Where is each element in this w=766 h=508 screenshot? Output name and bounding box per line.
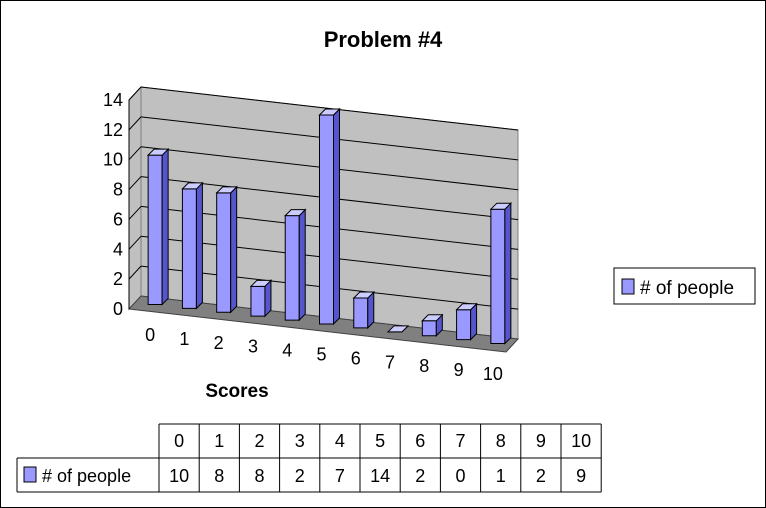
bar [215, 185, 238, 314]
bar-side [230, 185, 238, 314]
x-axis-label: Scores [205, 381, 268, 402]
gridline-side [128, 176, 142, 190]
bar-top [421, 314, 444, 322]
bar-top [284, 209, 307, 217]
table-header-cell: 2 [254, 431, 264, 451]
table-header-cell: 0 [174, 431, 184, 451]
table-header-cell: 7 [455, 431, 465, 451]
x-tick-label: 2 [214, 333, 224, 353]
table-value-cell: 9 [576, 466, 586, 486]
bar-side [161, 147, 169, 306]
bar [455, 302, 478, 341]
bar [146, 147, 170, 306]
table-value-cell: 10 [169, 466, 189, 486]
y-tick-label: 2 [113, 269, 123, 289]
bar-top [455, 303, 478, 311]
bar-front [319, 114, 334, 325]
bar [284, 208, 307, 322]
table-value-cell: 2 [536, 466, 546, 486]
table-value-cell: 8 [254, 466, 264, 486]
x-tick-label: 3 [248, 337, 258, 357]
bar-front [181, 188, 197, 309]
data-table: # of people 0 10 1 8 2 8 3 2 4 7 5 14 6 2 7 0 8 1 9 2 10 9 [16, 423, 602, 493]
bar-top [215, 186, 238, 194]
table-value-cell: 1 [496, 466, 506, 486]
y-tick-label: 14 [103, 90, 123, 110]
gridline-side [128, 235, 142, 250]
bar-front [250, 285, 266, 317]
bar [352, 290, 375, 330]
bar-top [318, 108, 341, 116]
table-series-label: # of people [42, 466, 131, 486]
table-value-cell: 8 [214, 466, 224, 486]
table-header-cell: 10 [571, 431, 591, 451]
bar-top [249, 279, 273, 287]
table-value-cell: 2 [295, 466, 305, 486]
side-wall [128, 85, 142, 311]
bar [386, 325, 410, 333]
legend-box [613, 267, 756, 305]
bar-top [146, 148, 170, 156]
table-value-cell: 2 [415, 466, 425, 486]
bar-side [504, 201, 512, 345]
bar-front [456, 309, 472, 341]
bar-side [333, 107, 340, 326]
y-tick-label: 8 [113, 180, 123, 200]
table-header-cell: 1 [214, 431, 224, 451]
y-tick-label: 0 [113, 299, 123, 319]
table-header-cell: 9 [536, 431, 546, 451]
table-value-cell: 7 [335, 466, 345, 486]
table-header-cell: 8 [496, 431, 506, 451]
y-tick-label: 6 [113, 209, 123, 229]
x-tick-label: 0 [145, 325, 155, 345]
x-tick-label: 1 [179, 329, 189, 349]
gridline-side [128, 116, 142, 131]
bar [249, 279, 273, 318]
table-header-cell: 6 [415, 431, 425, 451]
chart-title: Problem #4 [324, 27, 443, 52]
gridline-side [128, 265, 142, 280]
legend-label: # of people [640, 278, 734, 299]
x-tick-label: 9 [454, 360, 464, 380]
x-tick-label: 8 [419, 356, 429, 376]
gridline-side [128, 86, 142, 101]
bar-front [284, 215, 300, 321]
bar-top [489, 202, 513, 210]
gridline-side [128, 146, 142, 161]
bar [318, 107, 341, 326]
table-value-cell: 0 [455, 466, 465, 486]
y-tick-label: 4 [113, 239, 123, 259]
gridline-side [128, 206, 142, 220]
bar-front [490, 208, 506, 345]
bar-front [353, 297, 369, 329]
bar-front [216, 192, 232, 313]
bar-top [386, 325, 410, 333]
bar [489, 201, 513, 345]
bar [181, 181, 204, 310]
y-tick-label: 10 [103, 150, 123, 170]
bar-top [352, 291, 375, 299]
bar-top [181, 182, 204, 190]
table-header-cell: 3 [295, 431, 305, 451]
y-tick-label: 12 [103, 120, 123, 140]
bar-front [147, 154, 163, 305]
table-header-cell: 4 [335, 431, 345, 451]
legend: # of people [613, 267, 756, 305]
bar-front [421, 320, 437, 337]
bar [421, 313, 444, 337]
x-tick-label: 10 [483, 364, 503, 384]
table-header-cell: 5 [375, 431, 385, 451]
legend-swatch [621, 278, 635, 295]
bar-side [298, 208, 306, 322]
x-tick-label: 4 [282, 341, 292, 361]
x-tick-label: 7 [385, 352, 395, 372]
bar-side [195, 181, 203, 310]
x-tick-label: 5 [316, 345, 326, 365]
table-value-cell: 14 [370, 466, 390, 486]
table-legend-swatch [23, 466, 37, 483]
x-tick-label: 6 [351, 348, 361, 368]
